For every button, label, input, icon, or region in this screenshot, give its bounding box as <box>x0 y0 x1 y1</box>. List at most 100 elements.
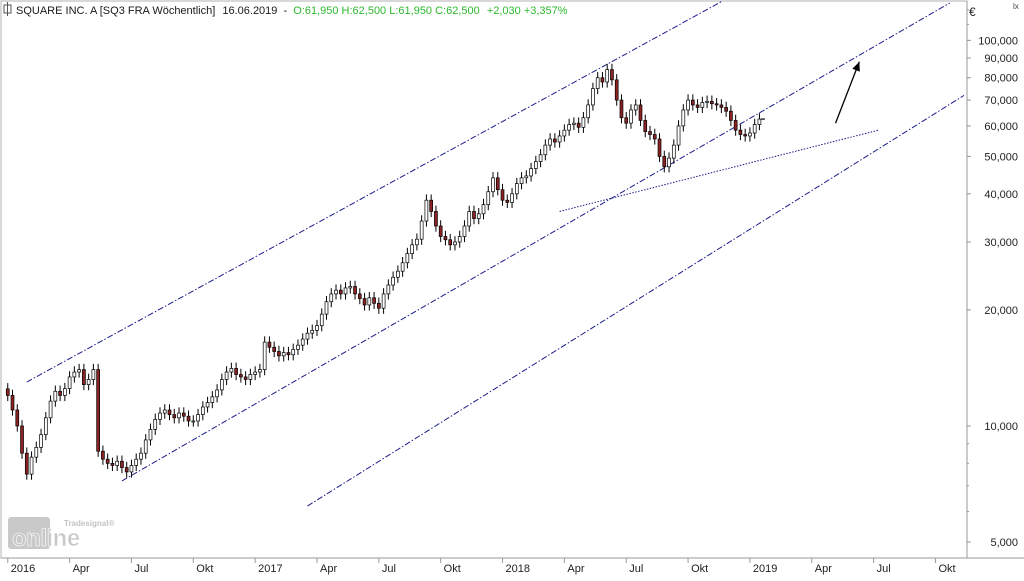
y-tick-label: 5,000 <box>990 537 1018 549</box>
middle-channel <box>121 2 950 482</box>
candle <box>86 373 91 391</box>
candle-body-up <box>681 109 686 127</box>
candle-body-up <box>67 376 72 389</box>
candle <box>72 366 77 383</box>
candle <box>139 447 143 465</box>
candle <box>377 297 381 314</box>
candle <box>529 162 533 182</box>
candle <box>53 385 58 407</box>
candle <box>210 391 215 409</box>
candle-body-up <box>48 400 53 419</box>
candle <box>700 96 705 114</box>
candle-body-up <box>319 313 324 327</box>
candle-body-up <box>91 369 96 380</box>
candle-body-down <box>277 351 281 357</box>
candle <box>481 198 486 220</box>
candle-body-down <box>719 104 724 108</box>
candle-body-down <box>167 409 172 415</box>
candle <box>105 453 110 469</box>
candle-body-up <box>39 434 43 448</box>
candle <box>77 363 81 378</box>
x-tick-label: Apr <box>567 563 584 575</box>
candle-body-up <box>262 341 267 370</box>
drag-handle-icon[interactable] <box>3 2 12 16</box>
candle-body-down <box>733 120 738 131</box>
candle-body-down <box>448 239 453 246</box>
candle-body-up <box>572 122 576 125</box>
candle <box>67 371 72 395</box>
candle-body-down <box>610 69 614 81</box>
candle-body-up <box>139 452 143 460</box>
candle <box>319 308 324 332</box>
candle <box>148 423 153 446</box>
candle-body-down <box>286 352 291 356</box>
candle-body-up <box>400 262 405 272</box>
candle <box>586 99 590 124</box>
candle-body-up <box>391 276 395 286</box>
candle <box>424 194 429 227</box>
candle-body-up <box>595 77 600 89</box>
candle-body-down <box>738 129 743 135</box>
candle-body-up <box>467 211 472 227</box>
candle <box>272 341 276 358</box>
candle <box>648 125 652 141</box>
candle-body-up <box>248 374 253 380</box>
candle <box>510 188 514 209</box>
candle-body-up <box>519 177 524 185</box>
candle <box>220 373 224 396</box>
candle-body-up <box>486 191 491 205</box>
candle <box>343 282 348 300</box>
candle <box>39 428 43 453</box>
candle <box>248 368 253 386</box>
x-tick-label: Apr <box>73 563 90 575</box>
candle <box>124 461 129 478</box>
candle-body-up <box>410 244 414 254</box>
candle <box>253 366 257 381</box>
candle-body-up <box>143 439 148 454</box>
candle <box>534 155 538 175</box>
candle-body-up <box>334 289 338 295</box>
candle <box>267 336 272 353</box>
candle <box>591 82 595 111</box>
candle <box>562 124 567 142</box>
candle-body-down <box>243 376 248 380</box>
candle <box>191 415 196 427</box>
candle <box>524 170 529 184</box>
candle <box>115 455 120 472</box>
candle <box>215 384 219 403</box>
x-tick-label: Apr <box>320 563 337 575</box>
candle-body-up <box>191 420 196 423</box>
candle-body-down <box>272 346 276 352</box>
candle-body-up <box>224 371 229 380</box>
candle-body-up <box>281 352 286 357</box>
y-tick-label: 30,000 <box>984 237 1018 249</box>
x-tick-label: 2018 <box>506 563 530 575</box>
x-tick-label: Jul <box>877 563 891 575</box>
scale-toggle[interactable]: lx <box>1013 2 1019 11</box>
candle-body-up <box>396 270 400 278</box>
candle <box>372 292 376 309</box>
candle-body-up <box>258 369 262 373</box>
candle-body-up <box>34 447 39 458</box>
x-tick-label: 2017 <box>258 563 282 575</box>
candle <box>186 410 191 427</box>
candle <box>120 455 124 474</box>
candle-body-down <box>172 414 177 419</box>
candle <box>153 413 158 435</box>
candle-body-down <box>82 369 86 385</box>
candle-body-up <box>676 125 681 146</box>
candle <box>671 139 676 164</box>
candle-body-up <box>315 325 319 331</box>
currency-label: € <box>969 5 976 19</box>
candle <box>415 233 419 251</box>
candle <box>362 292 367 311</box>
candle <box>500 183 505 206</box>
candle-body-up <box>476 213 481 219</box>
candle-body-up <box>491 177 495 193</box>
candle <box>367 292 372 311</box>
candle-body-up <box>153 419 158 430</box>
candle <box>129 459 134 478</box>
candle-body-up <box>671 144 676 159</box>
